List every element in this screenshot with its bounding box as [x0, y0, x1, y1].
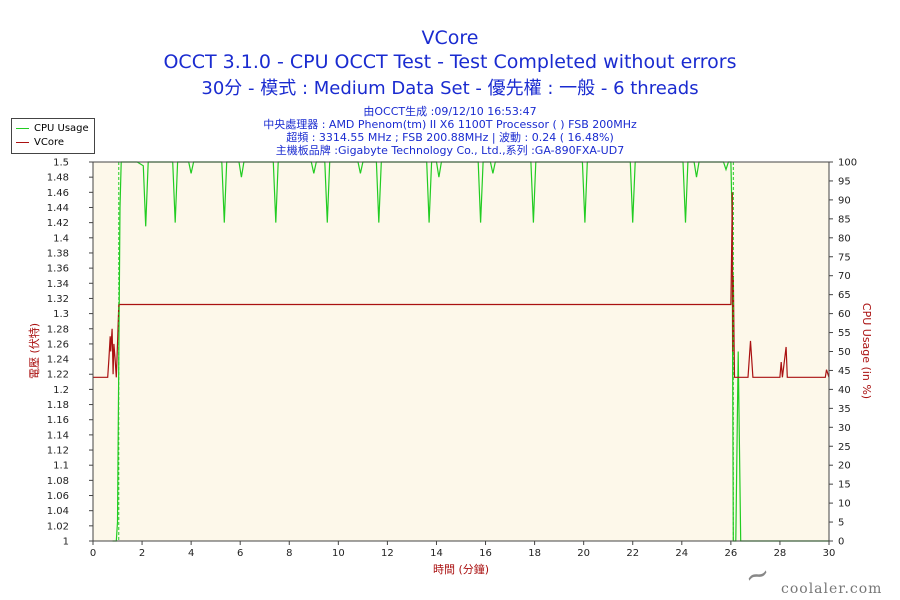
y-left-tick-label: 1.16 [47, 415, 69, 426]
y-axis-left-label: 電壓 (伏特) [27, 323, 41, 379]
x-tick-label: 0 [90, 548, 96, 559]
y-right-tick-label: 60 [838, 309, 851, 320]
x-tick-label: 26 [724, 548, 737, 559]
y-right-tick-label: 95 [838, 176, 851, 187]
y-left-tick-label: 1.44 [47, 203, 69, 214]
y-right-tick-label: 90 [838, 195, 851, 206]
x-tick-label: 2 [139, 548, 145, 559]
y-left-tick-label: 1.08 [47, 476, 69, 487]
y-left-tick-label: 1.14 [47, 430, 69, 441]
legend-swatch-vcore [16, 141, 29, 143]
y-left-tick-label: 1.28 [47, 324, 69, 335]
y-right-tick-label: 50 [838, 347, 851, 358]
info-clock: 超頻 : 3314.55 MHz ; FSB 200.88MHz | 波動 : … [286, 131, 614, 144]
x-tick-label: 28 [774, 548, 787, 559]
y-left-tick-label: 1.42 [47, 218, 69, 229]
y-left-tick-label: 1.46 [47, 188, 69, 199]
y-left-tick-label: 1.02 [47, 521, 69, 532]
legend-label-cpu-usage: CPU Usage [34, 123, 89, 134]
x-tick-label: 10 [332, 548, 345, 559]
y-left-tick-label: 1.24 [47, 355, 69, 366]
y-left-tick-label: 1 [63, 537, 69, 548]
coolaler-watermark: ~ coolaler.com [740, 555, 895, 598]
y-right-tick-label: 65 [838, 290, 851, 301]
x-tick-label: 14 [430, 548, 443, 559]
y-right-tick-label: 30 [838, 423, 851, 434]
y-right-tick-label: 85 [838, 214, 851, 225]
x-tick-label: 18 [528, 548, 541, 559]
y-left-tick-label: 1.38 [47, 248, 69, 259]
y-left-tick-label: 1.34 [47, 279, 69, 290]
info-motherboard: 主機板品牌 :Gigabyte Technology Co., Ltd.,系列 … [275, 144, 625, 157]
legend-label-vcore: VCore [34, 137, 64, 148]
legend-swatch-cpu-usage [16, 127, 29, 129]
y-left-tick-label: 1.06 [47, 491, 69, 502]
y-right-tick-label: 45 [838, 366, 851, 377]
y-left-tick-label: 1.4 [53, 233, 69, 244]
x-tick-label: 22 [626, 548, 639, 559]
x-tick-label: 12 [381, 548, 394, 559]
y-left-tick-label: 1.18 [47, 400, 69, 411]
y-right-tick-label: 40 [838, 385, 851, 396]
chart-subtitle-test: OCCT 3.1.0 - CPU OCCT Test - Test Comple… [163, 51, 737, 73]
y-right-tick-label: 80 [838, 233, 851, 244]
y-left-tick-label: 1.32 [47, 294, 69, 305]
y-left-tick-label: 1.04 [47, 506, 69, 517]
y-left-tick-label: 1.12 [47, 446, 69, 457]
y-axis-right-label: CPU Usage (in %) [860, 303, 873, 399]
y-left-tick-label: 1.26 [47, 339, 69, 350]
y-right-tick-label: 25 [838, 442, 851, 453]
x-tick-label: 30 [823, 548, 836, 559]
y-right-tick-label: 20 [838, 461, 851, 472]
plot-area [93, 162, 829, 541]
y-right-tick-label: 5 [838, 518, 844, 529]
y-right-tick-label: 70 [838, 271, 851, 282]
x-tick-label: 20 [577, 548, 590, 559]
x-tick-label: 24 [675, 548, 688, 559]
y-left-tick-label: 1.36 [47, 264, 69, 275]
y-left-tick-label: 1.5 [53, 158, 69, 169]
chart-subtitle-mode: 30分 - 模式 : Medium Data Set - 優先權 : 一般 - … [201, 78, 699, 99]
y-left-tick-label: 1.22 [47, 370, 69, 381]
y-right-tick-label: 15 [838, 480, 851, 491]
y-right-tick-label: 75 [838, 252, 851, 263]
y-right-tick-label: 0 [838, 537, 844, 548]
watermark-site: coolaler.com [781, 581, 883, 597]
legend-entry-cpu-usage: CPU Usage [16, 122, 89, 136]
y-left-tick-label: 1.48 [47, 173, 69, 184]
y-left-tick-label: 1.3 [53, 309, 69, 320]
y-left-tick-label: 1.2 [53, 385, 69, 396]
y-right-tick-label: 100 [838, 158, 857, 169]
y-right-tick-label: 35 [838, 404, 851, 415]
x-axis-label: 時間 (分鐘) [433, 562, 489, 576]
info-generated: 由OCCT生成 :09/12/10 16:53:47 [363, 105, 537, 118]
series-line-vcore [93, 192, 830, 378]
chart-title: VCore [421, 27, 479, 49]
x-tick-label: 6 [237, 548, 243, 559]
y-right-tick-label: 10 [838, 499, 851, 510]
info-cpu: 中央處理器 : AMD Phenom(tm) II X6 1100T Proce… [263, 118, 637, 131]
legend: CPU Usage VCore [11, 118, 95, 154]
x-tick-label: 16 [479, 548, 492, 559]
y-left-tick-label: 1.1 [53, 461, 69, 472]
y-right-tick-label: 55 [838, 328, 851, 339]
x-tick-label: 4 [188, 548, 194, 559]
legend-entry-vcore: VCore [16, 136, 64, 150]
x-tick-label: 8 [286, 548, 292, 559]
